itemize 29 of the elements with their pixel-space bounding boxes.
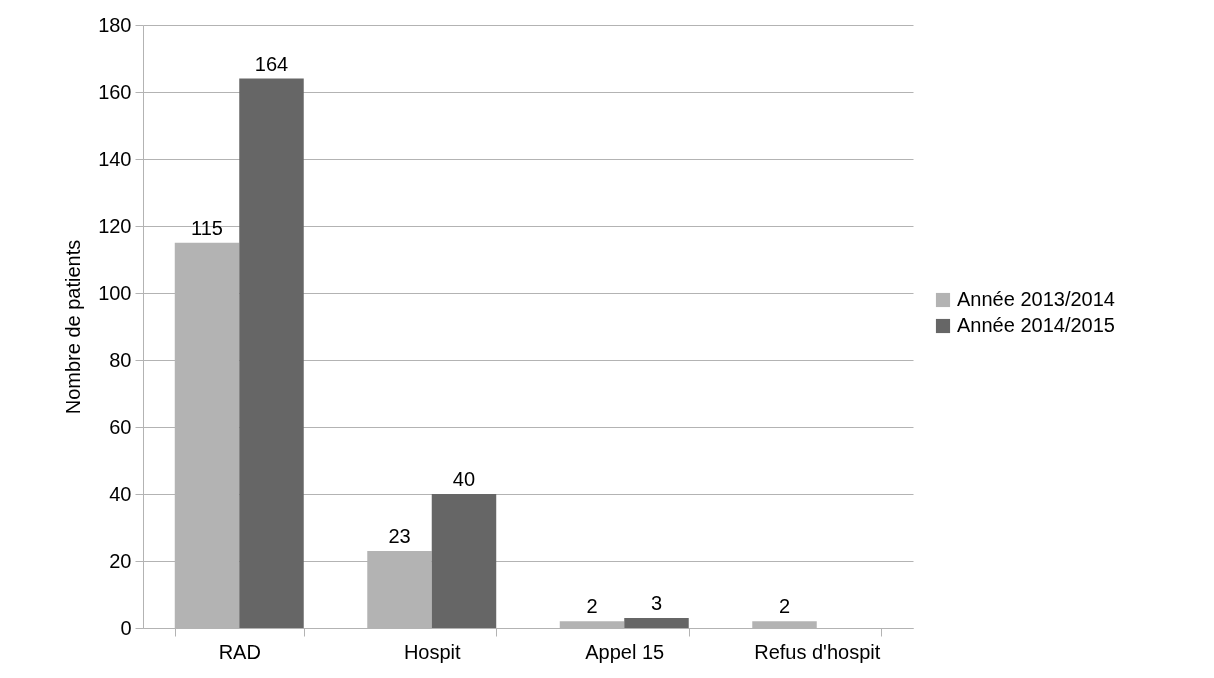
x-tick-label: Refus d'hospit [754, 640, 881, 663]
y-axis-title: Nombre de patients [62, 239, 85, 415]
y-tick-label: 0 [120, 616, 132, 639]
data-label: 2 [586, 595, 598, 618]
x-tick-label: RAD [218, 640, 261, 663]
y-tick-label: 180 [98, 13, 132, 36]
data-label: 3 [650, 591, 663, 614]
x-tick-label: Appel 15 [585, 640, 665, 663]
bar [624, 617, 689, 628]
bar [559, 621, 625, 628]
y-tick-label: 160 [98, 80, 132, 103]
data-label: 40 [452, 468, 476, 490]
legend-label: Année 2014/2015 [957, 314, 1115, 336]
y-tick-label: 120 [98, 214, 132, 237]
data-label: 115 [191, 216, 223, 239]
legend-label: Année 2013/2014 [957, 288, 1115, 310]
bar [752, 621, 817, 628]
y-tick-label: 20 [109, 549, 132, 572]
data-label: 164 [254, 52, 289, 75]
y-tick-label: 100 [98, 281, 132, 304]
y-tick-label: 80 [109, 348, 132, 371]
data-label: 23 [388, 524, 411, 547]
y-tick-label: 40 [109, 482, 132, 505]
y-tick-label: 60 [109, 415, 132, 438]
bar [239, 78, 304, 628]
data-label: 2 [778, 595, 791, 618]
y-tick-label: 140 [98, 147, 132, 170]
x-tick-label: Hospit [403, 640, 462, 663]
bar [431, 494, 497, 628]
